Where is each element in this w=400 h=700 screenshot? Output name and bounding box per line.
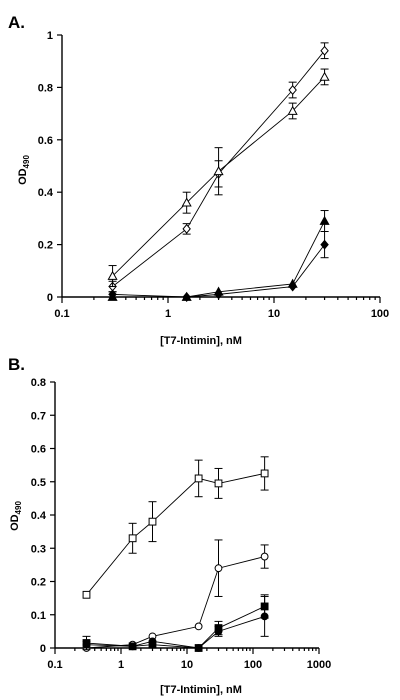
- panel-b-point-square-open: [82, 590, 91, 599]
- panel-a-y-tick-label: 0.4: [38, 187, 54, 199]
- panel-b-x-tick-label: 0.1: [47, 659, 62, 671]
- panel-a-y-tick-label: 1: [47, 30, 53, 42]
- panel-b-x-tick-label: 10: [181, 659, 193, 671]
- panel-a-x-tick-label: 100: [371, 308, 389, 320]
- panel-b-y-tick-label: 0.8: [31, 377, 46, 389]
- panel-a-point-diamond-filled: [108, 289, 117, 300]
- panel-b-point-square-open: [148, 517, 157, 526]
- panel-a-x-tick-label: 10: [268, 308, 280, 320]
- panel-b-point-circle-filled: [82, 640, 91, 649]
- panel-b-x-axis-title: [T7-Intimin], nM: [160, 684, 242, 696]
- panel-b-y-tick-label: 0.4: [31, 510, 47, 522]
- panel-b-point-circle-open: [194, 622, 203, 631]
- panel-a-x-axis-title: [T7-Intimin], nM: [160, 335, 242, 347]
- panel-a-plot: 0.1 1 10 100 0 0.2 0.4 0.6 0.8 1: [38, 30, 389, 320]
- panel-b-y-tick-label: 0.1: [31, 610, 46, 622]
- panel-a-y-tick-label: 0.2: [38, 240, 53, 252]
- panel-b-x-tick-label: 1000: [307, 659, 331, 671]
- panel-b-point-square-open: [194, 474, 203, 483]
- panel-b-point-circle-filled: [148, 637, 157, 646]
- panel-b-point-circle-open: [260, 552, 269, 561]
- panel-a-point-triangle-open: [181, 197, 192, 207]
- panel-a-point-triangle-filled: [319, 215, 330, 225]
- panel-b-y-tick-label: 0: [40, 643, 46, 655]
- panel-a-x-tick-label: 0.1: [54, 308, 69, 320]
- panel-b-series-square-open-line: [86, 472, 265, 596]
- panel-a-y-axis-title: OD490: [17, 155, 31, 185]
- panel-b-x-tick-label: 1: [118, 659, 124, 671]
- panel-a-label: A.: [8, 13, 25, 32]
- panel-a-point-diamond-filled: [214, 289, 223, 300]
- panel-a-y-tick-label: 0.8: [38, 82, 53, 94]
- panel-b-point-circle-open: [214, 564, 223, 573]
- panel-a-point-diamond-open: [288, 85, 297, 95]
- panel-b-y-tick-label: 0.5: [31, 477, 46, 489]
- panel-b-y-tick-label: 0.3: [31, 543, 46, 555]
- panel-b-y-tick-label: 0.2: [31, 577, 46, 589]
- panel-a-point-triangle-open: [287, 105, 298, 115]
- panel-b-x-tick-label: 100: [244, 659, 262, 671]
- panel-b-y-axis-title-sub: 490: [14, 501, 23, 515]
- panel-a-point-triangle-open: [319, 71, 330, 81]
- panel-a-point-triangle-open: [107, 270, 118, 280]
- panel-a-point-diamond-filled: [288, 281, 297, 292]
- panel-b-label: B.: [8, 355, 25, 374]
- panel-a-point-diamond-open: [182, 223, 191, 234]
- panel-a-y-tick-label: 0: [47, 292, 53, 304]
- panel-a-y-axis-title-main: OD: [17, 168, 29, 185]
- panel-a-point-triangle-open: [213, 166, 224, 176]
- panel-b-series-square-filled-line: [86, 606, 265, 649]
- panel-b-y-tick-label: 0.7: [31, 410, 46, 422]
- panel-b-series-circle-open-line: [86, 556, 265, 649]
- panel-a-y-tick-label: 0.6: [38, 135, 53, 147]
- panel-a-point-diamond-filled: [182, 292, 191, 302]
- panel-a-x-tick-label: 1: [165, 308, 171, 320]
- panel-a-point-diamond-filled: [320, 239, 329, 250]
- panel-b-series-circle-filled-line: [86, 615, 265, 649]
- panel-b-point-circle-filled: [214, 627, 223, 636]
- panel-b-point-circle-filled: [260, 612, 269, 621]
- panel-a-point-diamond-open: [320, 45, 329, 56]
- panel-b-y-tick-label: 0.6: [31, 444, 46, 456]
- panel-b-point-square-open: [128, 534, 137, 543]
- panel-b-point-circle-filled: [194, 644, 203, 652]
- panel-b-y-axis-title: OD490: [9, 501, 23, 531]
- panel-b-point-square-open: [260, 469, 269, 478]
- panel-b-point-square-open: [214, 479, 223, 488]
- panel-b-point-circle-filled: [128, 642, 137, 651]
- panel-b-y-axis-title-main: OD: [9, 514, 21, 531]
- panel-a-y-axis-title-sub: 490: [22, 155, 31, 169]
